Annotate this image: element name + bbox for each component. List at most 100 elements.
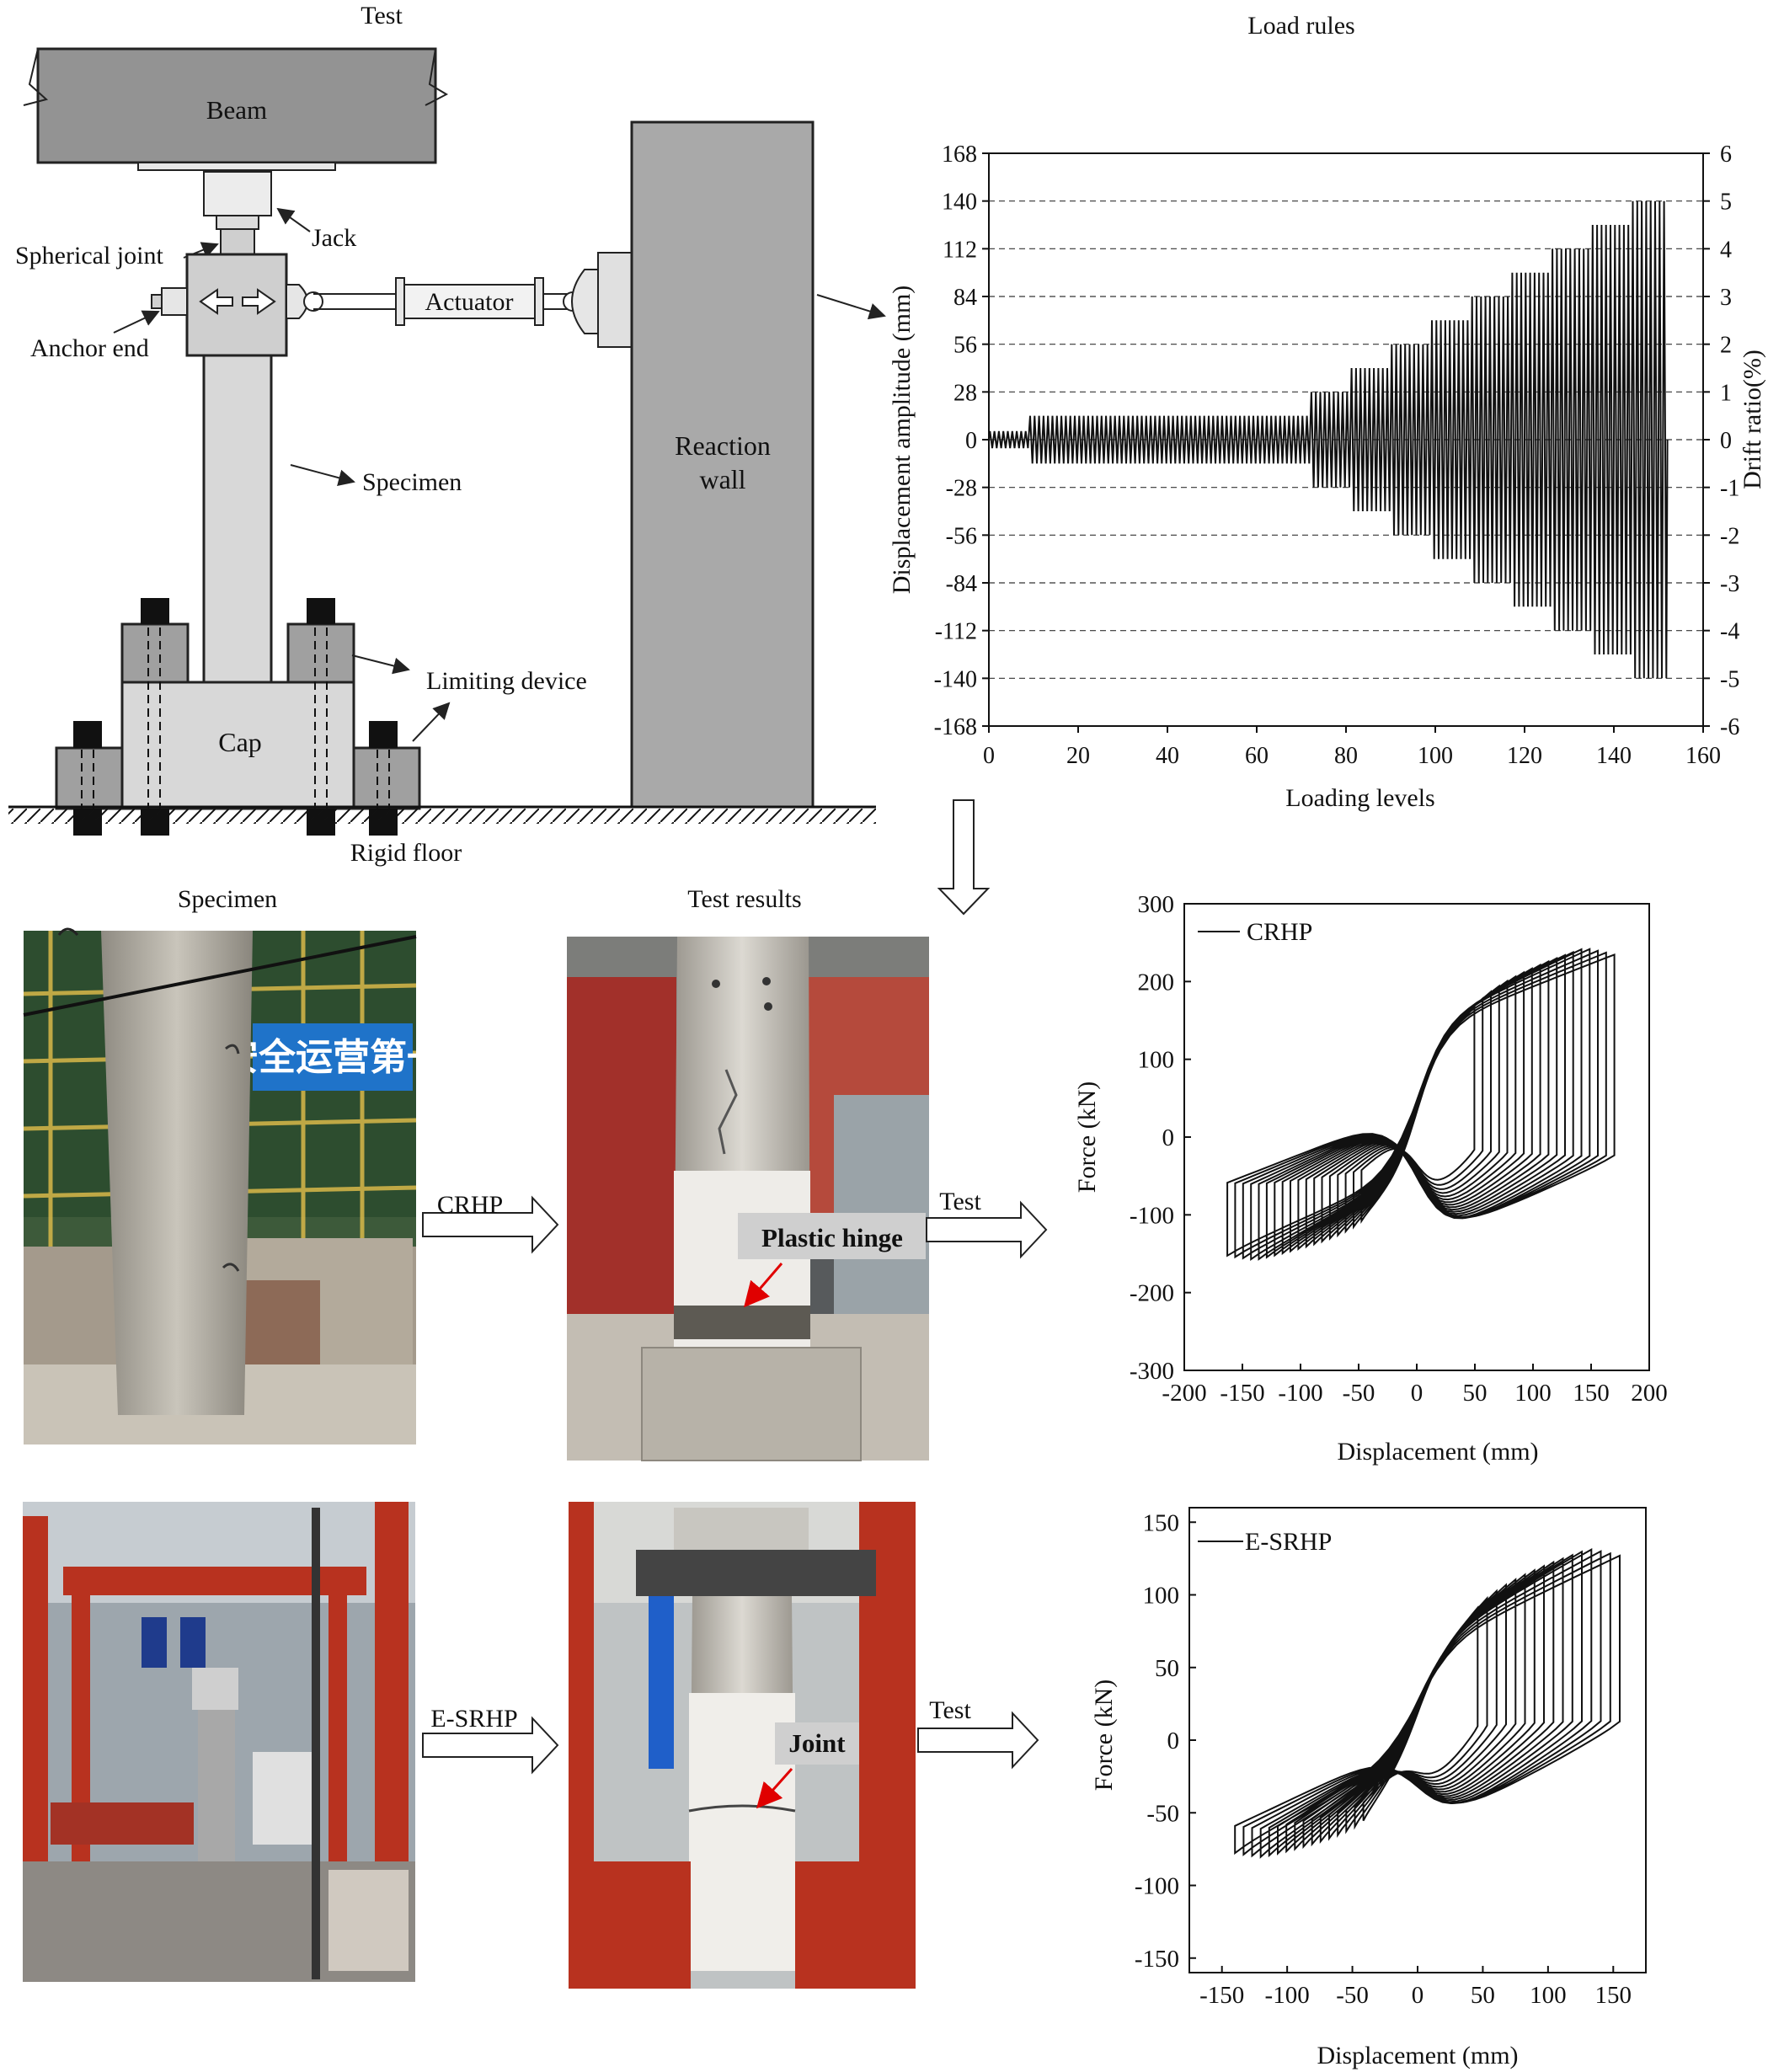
y-tick-label: 84 bbox=[953, 285, 977, 311]
x-tick-label: 160 bbox=[1685, 743, 1721, 769]
y-tick-label: -168 bbox=[934, 714, 977, 740]
jack-label: Jack bbox=[312, 224, 356, 252]
y-tick-label: 200 bbox=[1138, 969, 1175, 996]
x-tick-label: 150 bbox=[1595, 1982, 1632, 2009]
x-tick-label: -50 bbox=[1336, 1982, 1369, 2009]
jack bbox=[203, 171, 272, 216]
results-photo-label: Test results bbox=[687, 885, 801, 913]
x-tick-label: 0 bbox=[983, 743, 995, 769]
y-tick-label: 50 bbox=[1155, 1655, 1179, 1682]
load-rules-y2label: Drift ratio(%) bbox=[1739, 350, 1766, 489]
x-tick-label: 0 bbox=[1411, 1380, 1423, 1407]
x-tick-label: 20 bbox=[1066, 743, 1090, 769]
anchor-end-label: Anchor end bbox=[30, 334, 149, 362]
crhp-hysteresis-series bbox=[1226, 948, 1616, 1262]
limiting-device bbox=[352, 746, 421, 810]
crhp-ylabel: Force (kN) bbox=[1073, 1081, 1101, 1193]
esrhp-specimen-photo bbox=[23, 1502, 415, 1982]
y-tick-label: 0 bbox=[965, 428, 977, 454]
y-tick-label: -112 bbox=[935, 619, 977, 645]
y-tick-label: 168 bbox=[942, 142, 977, 168]
spherical-joint bbox=[220, 228, 255, 255]
y2-tick-label: 2 bbox=[1720, 333, 1732, 359]
y2-tick-label: -5 bbox=[1720, 666, 1739, 692]
y2-tick-label: -4 bbox=[1720, 619, 1739, 645]
load-rules-title: Load rules bbox=[1247, 12, 1354, 40]
y2-tick-label: -3 bbox=[1720, 571, 1739, 597]
x-tick-label: 120 bbox=[1507, 743, 1542, 769]
x-tick-label: -50 bbox=[1343, 1380, 1375, 1407]
load-rules-series bbox=[988, 200, 1669, 679]
y-tick-label: -28 bbox=[946, 476, 977, 502]
y2-tick-label: 6 bbox=[1720, 142, 1732, 168]
y-tick-label: 300 bbox=[1138, 891, 1175, 918]
x-tick-label: 200 bbox=[1631, 1380, 1668, 1407]
loading-block bbox=[185, 253, 288, 357]
reaction-wall bbox=[630, 120, 815, 809]
load-rules-xlabel: Loading levels bbox=[1285, 784, 1434, 812]
limiting-device bbox=[55, 746, 124, 810]
esrhp-ylabel: Force (kN) bbox=[1090, 1679, 1118, 1791]
plastic-hinge-label: Plastic hinge bbox=[761, 1223, 903, 1252]
y2-tick-label: 5 bbox=[1720, 190, 1732, 216]
esrhp-xlabel: Displacement (mm) bbox=[1317, 2042, 1518, 2069]
y-tick-label: -150 bbox=[1135, 1946, 1179, 1973]
reaction-wall-label-1: Reaction bbox=[675, 430, 771, 461]
beam-label: Beam bbox=[206, 95, 267, 125]
y-tick-label: -84 bbox=[946, 571, 977, 597]
beam bbox=[36, 47, 437, 164]
load-rules-ylabel: Displacement amplitude (mm) bbox=[888, 286, 916, 595]
banner-text: 安全运营第一 bbox=[222, 1036, 444, 1078]
crhp-specimen-photo: 安全运营第一 bbox=[23, 927, 444, 1445]
esrhp-arrow-label: E-SRHP bbox=[430, 1705, 517, 1733]
limiting-device-label: Limiting device bbox=[426, 667, 587, 695]
setup-title: Test bbox=[361, 2, 403, 29]
limiting-device bbox=[120, 622, 190, 684]
y2-tick-label: 3 bbox=[1720, 285, 1732, 311]
test-arrow-label: Test bbox=[939, 1188, 981, 1215]
y2-tick-label: -1 bbox=[1720, 476, 1739, 502]
esrhp-arrow: E-SRHP bbox=[422, 1705, 559, 1775]
rigid-floor-label: Rigid floor bbox=[350, 839, 462, 867]
crhp-result-photo: Plastic hinge bbox=[567, 937, 929, 1461]
reaction-wall-label-2: wall bbox=[699, 464, 745, 494]
test-arrow-label: Test bbox=[929, 1696, 971, 1724]
crhp-arrow-label: CRHP bbox=[437, 1191, 503, 1219]
y-tick-label: -140 bbox=[934, 666, 977, 692]
y-tick-label: 28 bbox=[953, 380, 977, 406]
y-tick-label: -50 bbox=[1146, 1800, 1179, 1827]
esrhp-frame bbox=[1188, 1507, 1647, 1973]
y-tick-label: 100 bbox=[1138, 1047, 1175, 1074]
limiting-device bbox=[286, 622, 355, 684]
x-tick-label: -200 bbox=[1162, 1380, 1206, 1407]
y-tick-label: 56 bbox=[953, 333, 977, 359]
y-tick-label: 150 bbox=[1143, 1509, 1180, 1536]
actuator-label: Actuator bbox=[425, 288, 514, 316]
x-tick-label: 150 bbox=[1573, 1380, 1610, 1407]
crhp-xlabel: Displacement (mm) bbox=[1337, 1438, 1538, 1466]
y2-tick-label: 0 bbox=[1720, 428, 1732, 454]
crhp-arrow: CRHP bbox=[422, 1191, 559, 1254]
x-tick-label: -100 bbox=[1265, 1982, 1310, 2009]
cap-label: Cap bbox=[218, 727, 262, 757]
x-tick-label: -150 bbox=[1220, 1380, 1264, 1407]
y-tick-label: 0 bbox=[1167, 1728, 1180, 1754]
y-tick-label: -56 bbox=[946, 523, 977, 549]
y-tick-label: -100 bbox=[1130, 1202, 1174, 1229]
y-tick-label: 100 bbox=[1143, 1583, 1180, 1610]
x-tick-label: -100 bbox=[1278, 1380, 1322, 1407]
joint-label: Joint bbox=[788, 1728, 846, 1758]
y-tick-label: -100 bbox=[1135, 1873, 1179, 1900]
x-tick-label: 140 bbox=[1596, 743, 1632, 769]
x-tick-label: -150 bbox=[1199, 1982, 1244, 2009]
esrhp-hysteresis-series bbox=[1234, 1547, 1621, 1859]
y-tick-label: 112 bbox=[943, 237, 977, 263]
y2-tick-label: -2 bbox=[1720, 523, 1739, 549]
test-arrow: Test bbox=[926, 1188, 1048, 1259]
specimen-column bbox=[202, 354, 273, 684]
x-tick-label: 0 bbox=[1412, 1982, 1424, 2009]
